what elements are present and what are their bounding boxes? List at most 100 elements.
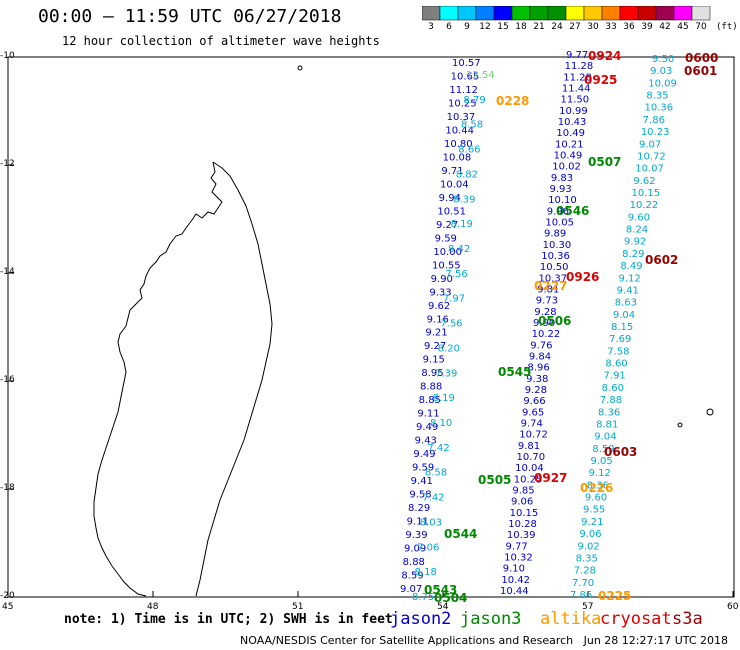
time-label: 0505 bbox=[478, 473, 511, 487]
wave-height-value: 10.10 bbox=[548, 195, 577, 206]
wave-height-value: 7.42 bbox=[427, 443, 449, 454]
colorbar-swatch bbox=[655, 6, 675, 21]
wave-height-value: 10.55 bbox=[432, 260, 461, 271]
wave-height-value: 9.43 bbox=[415, 436, 437, 447]
colorbar-swatch bbox=[547, 6, 567, 21]
colorbar-swatch bbox=[439, 6, 459, 21]
wave-height-value: 7.56 bbox=[440, 319, 462, 330]
wave-height-value: 9.62 bbox=[633, 176, 655, 187]
wave-height-value: 7.28 bbox=[574, 566, 596, 577]
colorbar-label: 33 bbox=[605, 22, 617, 32]
wave-height-value: 10.72 bbox=[637, 151, 666, 162]
wave-height-value: 9.76 bbox=[530, 340, 552, 351]
lon-label: 57 bbox=[582, 602, 594, 612]
wave-height-value: 9.12 bbox=[618, 273, 640, 284]
wave-height-value: 11.28 bbox=[563, 72, 592, 83]
wave-height-value: 9.60 bbox=[628, 212, 650, 223]
colorbar-swatch bbox=[493, 6, 513, 21]
lon-label: 60 bbox=[727, 602, 739, 612]
lat-label: -12 bbox=[0, 159, 15, 169]
wave-height-value: 10.05 bbox=[545, 218, 574, 229]
wave-height-value: 10.50 bbox=[540, 262, 569, 273]
colorbar-unit: (ft) bbox=[716, 22, 738, 32]
wave-height-value: 10.02 bbox=[552, 162, 581, 173]
wave-height-value: 9.05 bbox=[591, 456, 613, 467]
island bbox=[677, 422, 683, 428]
wave-height-value: 10.07 bbox=[635, 164, 664, 175]
wave-height-value: 9.39 bbox=[405, 530, 427, 541]
wave-height-value: 10.15 bbox=[632, 188, 661, 199]
colorbar-label: 27 bbox=[569, 22, 581, 32]
colorbar-label: 39 bbox=[641, 22, 653, 32]
wave-height-value: 10.28 bbox=[508, 519, 537, 530]
colorbar-swatch bbox=[565, 6, 585, 21]
wave-height-value: 9.27 bbox=[424, 341, 446, 352]
wave-height-value: 9.65 bbox=[522, 407, 544, 418]
wave-height-value: 8.18 bbox=[415, 567, 437, 578]
wave-height-value: 7.86 bbox=[570, 590, 592, 601]
wave-height-value: 10.57 bbox=[452, 58, 481, 69]
time-label: 0543 bbox=[424, 583, 457, 597]
wave-height-value: 8.95 bbox=[421, 368, 443, 379]
wave-height-value: 10.22 bbox=[630, 200, 659, 211]
wave-height-value: 8.58 bbox=[461, 120, 483, 131]
lat-label: -10 bbox=[0, 51, 15, 61]
wave-height-value: 10.44 bbox=[445, 125, 474, 136]
wave-height-value: 9.94 bbox=[439, 193, 461, 204]
lat-label: -18 bbox=[0, 483, 15, 493]
map-frame bbox=[7, 56, 735, 598]
wave-height-value: 7.70 bbox=[572, 578, 594, 589]
wave-height-value: 9.04 bbox=[613, 310, 635, 321]
colorbar-swatch bbox=[601, 6, 621, 21]
wave-height-value: 9.66 bbox=[523, 396, 545, 407]
wave-height-value: 10.43 bbox=[558, 117, 587, 128]
wave-height-value: 12.54 bbox=[466, 70, 495, 81]
wave-height-value: 10.25 bbox=[514, 474, 543, 485]
wave-height-value: 10.15 bbox=[510, 508, 539, 519]
colorbar-label: 21 bbox=[533, 22, 545, 32]
wave-height-value: 8.63 bbox=[615, 298, 637, 309]
colorbar-swatch bbox=[475, 6, 495, 21]
wave-height-value: 9.96 bbox=[547, 206, 569, 217]
wave-height-value: 9.07 bbox=[400, 584, 422, 595]
wave-height-value: 7.58 bbox=[607, 346, 629, 357]
time-label: 0924 bbox=[588, 49, 621, 63]
wave-height-value: 7.56 bbox=[445, 269, 467, 280]
wave-height-value: 8.85 bbox=[419, 395, 441, 406]
legend-s3a: s3a bbox=[672, 609, 703, 629]
lon-label: 51 bbox=[292, 602, 304, 612]
wave-height-value: 9.60 bbox=[585, 493, 607, 504]
colorbar-label: 30 bbox=[587, 22, 599, 32]
island bbox=[297, 65, 303, 71]
note-text: note: 1) Time is in UTC; 2) SWH is in fe… bbox=[64, 612, 393, 627]
colorbar-swatch bbox=[637, 6, 657, 21]
wave-height-value: 10.70 bbox=[517, 452, 546, 463]
wave-height-value: 9.83 bbox=[551, 173, 573, 184]
wave-height-value: 9.77 bbox=[566, 50, 588, 61]
wave-height-value: 8.10 bbox=[430, 418, 452, 429]
wave-height-value: 8.49 bbox=[620, 261, 642, 272]
wave-height-value: 8.35 bbox=[576, 553, 598, 564]
wave-height-tracks: 10.57 10.65 11.12 10.25 10.37 10.44 10.80 10.08… bbox=[400, 50, 677, 603]
madagascar-coastline bbox=[93, 161, 223, 597]
wave-height-value: 9.07 bbox=[639, 139, 661, 150]
wave-height-value: 9.49 bbox=[416, 422, 438, 433]
wave-height-value: 9.11 bbox=[417, 409, 439, 420]
time-label: 0925 bbox=[584, 73, 617, 87]
island bbox=[706, 408, 714, 416]
wave-height-value: 9.77 bbox=[506, 541, 528, 552]
lat-label: -14 bbox=[0, 267, 15, 277]
wave-height-value: 10.65 bbox=[451, 71, 480, 82]
time-label: 0601 bbox=[684, 64, 717, 78]
wave-height-value: 8.42 bbox=[448, 244, 470, 255]
time-label: 0227 bbox=[534, 279, 567, 293]
wave-height-value: 7.06 bbox=[417, 542, 439, 553]
time-label: 0602 bbox=[645, 253, 678, 267]
wave-height-value: 9.49 bbox=[413, 449, 435, 460]
time-label: 0927 bbox=[534, 471, 567, 485]
colorbar-label: 45 bbox=[677, 22, 689, 32]
colorbar-labels: (ft) 3 6 9 12 15 18 21 24 27 30 33 36 39 42 45 70 bbox=[422, 22, 738, 34]
wave-height-value: 10.36 bbox=[645, 103, 674, 114]
wave-height-value: 10.39 bbox=[507, 530, 536, 541]
